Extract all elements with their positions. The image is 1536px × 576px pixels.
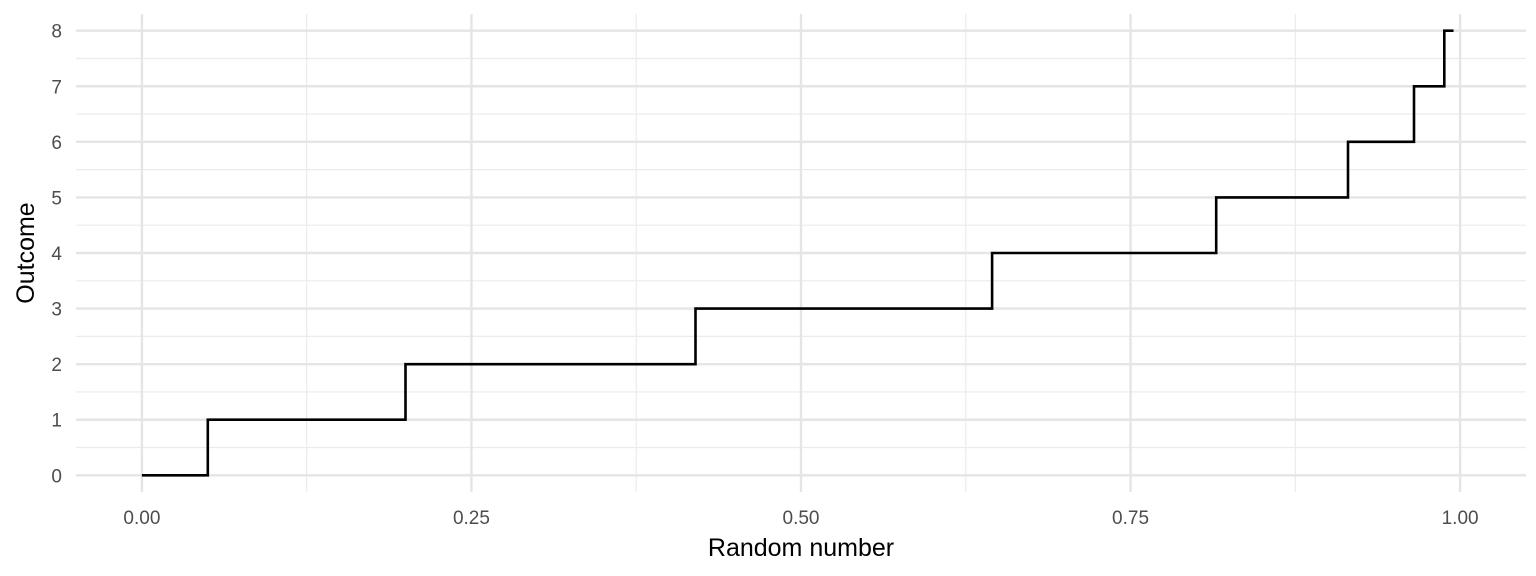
x-tick-labels: 0.00 0.25 0.50 0.75 1.00 — [123, 508, 1478, 529]
x-tick-label: 0.25 — [453, 508, 490, 529]
x-tick-label: 0.00 — [123, 508, 160, 529]
step-series-line — [141, 29, 1454, 477]
y-tick-label: 7 — [51, 77, 62, 98]
y-tick-label: 8 — [51, 22, 62, 43]
y-tick-label: 3 — [51, 300, 62, 321]
x-axis-title: Random number — [708, 534, 894, 562]
y-tick-label: 6 — [51, 133, 62, 154]
y-tick-labels: 0 1 2 3 4 5 6 7 8 — [51, 22, 62, 488]
y-tick-label: 5 — [51, 188, 62, 209]
y-tick-label: 2 — [51, 355, 62, 376]
y-axis-title: Outcome — [12, 202, 40, 303]
x-tick-label: 0.75 — [1112, 508, 1149, 529]
x-tick-label: 1.00 — [1442, 508, 1479, 529]
series-layer — [141, 29, 1454, 477]
major-gridlines — [76, 14, 1526, 492]
y-tick-label: 0 — [51, 466, 62, 487]
y-tick-label: 4 — [51, 244, 62, 265]
x-tick-label: 0.50 — [783, 508, 820, 529]
y-tick-label: 1 — [51, 411, 62, 432]
